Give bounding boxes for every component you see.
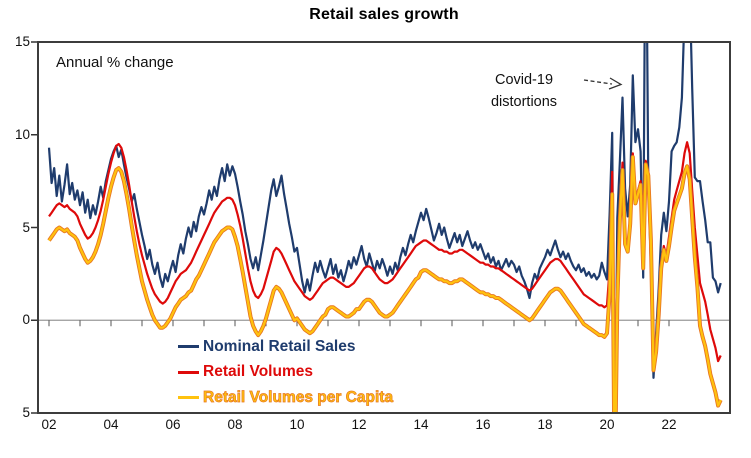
y-axis-label: 5 [22, 219, 30, 235]
y-axis-label: 5 [22, 405, 30, 420]
legend-line-sample-icon [178, 345, 199, 349]
series-line-retail-volumes-per-capita [48, 155, 722, 412]
units-label: Annual % change [56, 54, 174, 71]
legend-item-nominal-retail-sales: Nominal Retail Sales [178, 334, 393, 360]
covid-annotation: Covid-19 distortions [458, 69, 590, 113]
x-axis-label: 02 [41, 417, 57, 432]
legend-item-retail-volumes: Retail Volumes [178, 360, 393, 386]
y-axis-label: 15 [14, 34, 30, 49]
legend-label: Retail Volumes [203, 363, 313, 381]
series-line-nominal-retail-sales [47, 43, 722, 412]
plot-frame [37, 41, 731, 414]
chart-title: Retail sales growth [309, 6, 459, 23]
x-axis-label: 22 [661, 417, 677, 432]
x-axis-label: 20 [599, 417, 615, 432]
covid-annotation-line2: distortions [490, 94, 558, 110]
y-axis-label: 0 [22, 312, 30, 328]
x-axis-label: 18 [537, 417, 553, 432]
x-axis-label: 16 [475, 417, 491, 432]
legend-line-sample-icon [178, 370, 199, 374]
y-axis-label: 10 [14, 126, 30, 142]
legend: Nominal Retail Sales Retail Volumes Reta… [178, 334, 393, 411]
x-axis-label: 06 [165, 417, 181, 432]
legend-label: Retail Volumes per Capita [203, 388, 394, 406]
x-axis-label: 12 [351, 417, 367, 432]
covid-arrow-icon [583, 77, 623, 90]
covid-annotation-line1: Covid-19 [494, 72, 554, 88]
x-axis-label: 14 [413, 417, 429, 432]
legend-item-retail-volumes-per-capita: Retail Volumes per Capita [178, 385, 393, 411]
x-axis-label: 04 [103, 417, 119, 432]
x-axis-label: 08 [227, 417, 243, 432]
legend-line-sample-icon [178, 396, 199, 400]
x-axis-label: 10 [289, 417, 305, 432]
legend-label: Nominal Retail Sales [203, 337, 356, 355]
